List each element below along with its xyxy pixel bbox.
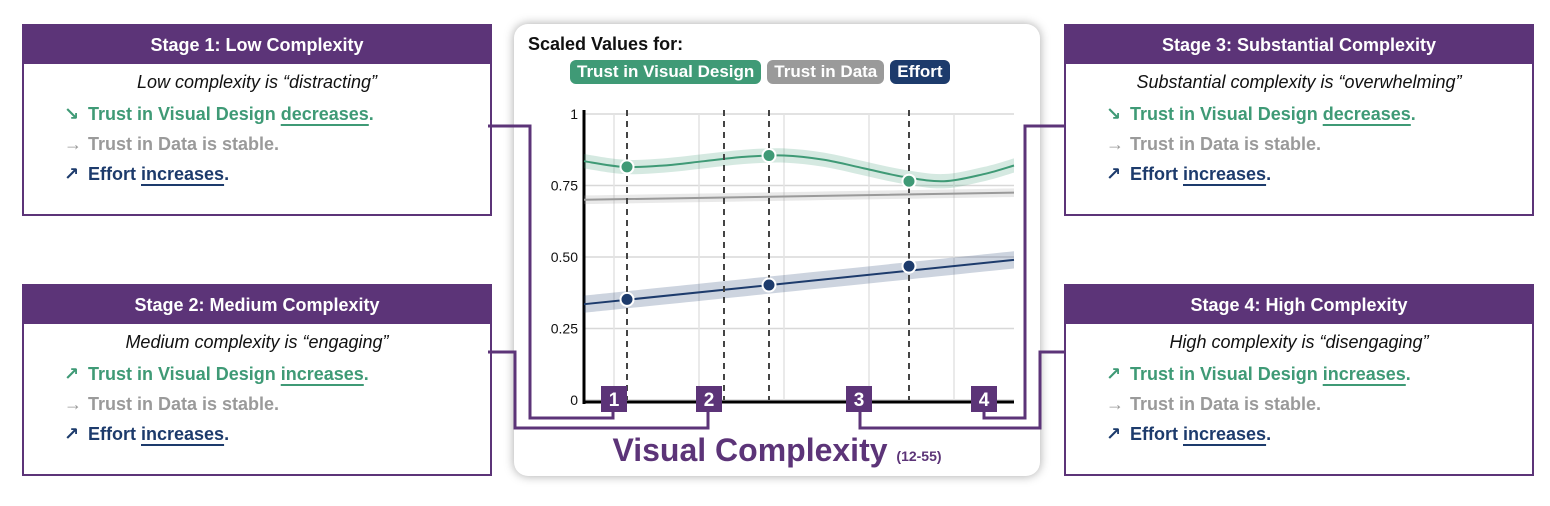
complexity-chart: 0 0.25 0.50 0.75 1 1 2 3 4	[551, 106, 1015, 412]
line-text: Trust in Visual Design	[88, 364, 281, 384]
line-text: Trust in Visual Design	[1130, 364, 1323, 384]
trend-arrow-icon: →	[64, 394, 82, 414]
stage-3-effort-point	[761, 277, 777, 293]
stage-4-badge-label: 4	[979, 390, 990, 411]
stage-1-effort-point	[619, 291, 635, 307]
line-keyword: increases	[1183, 424, 1267, 444]
stage-2-badge-label: 2	[704, 390, 715, 411]
stage-3-title: Stage 3: Substantial Complexity	[1066, 26, 1532, 64]
line-text: Trust in Data is stable.	[88, 394, 280, 414]
trend-arrow-icon: →	[1106, 394, 1124, 414]
stage-1-line-1: ↘ Trust in Visual Design decreases.	[64, 99, 490, 129]
line-suffix: .	[1410, 104, 1416, 124]
line-suffix: .	[1405, 364, 1411, 384]
trend-arrow-icon: ↗	[1106, 364, 1122, 384]
line-keyword: increases	[280, 364, 364, 384]
line-suffix: .	[1266, 424, 1272, 444]
y-tick-label-1: 0.25	[551, 321, 578, 337]
stage-3-line-2: → Trust in Data is stable.	[1106, 129, 1532, 159]
line-keyword: increases	[141, 424, 225, 444]
x-axis-label: Visual Complexity	[612, 432, 888, 468]
trend-arrow-icon: →	[1106, 134, 1124, 154]
y-tick-label-4: 1	[570, 106, 578, 122]
line-text: Trust in Data is stable.	[1130, 134, 1322, 154]
stage-2-line-1: ↗ Trust in Visual Design increases.	[64, 359, 490, 389]
line-keyword: decreases	[280, 104, 369, 124]
legend-chip-3: Effort	[890, 60, 950, 84]
stage-3-design-point	[761, 147, 777, 163]
stage-2-panel: Stage 2: Medium Complexity Medium comple…	[22, 284, 492, 476]
y-tick-label-3: 0.75	[551, 178, 578, 194]
legend-chip-2: Trust in Data	[767, 60, 885, 84]
stage-1-line-3: ↗ Effort increases.	[64, 159, 490, 189]
line-suffix: .	[224, 164, 230, 184]
stage-2-line-3: ↗ Effort increases.	[64, 419, 490, 449]
line-suffix: .	[363, 364, 369, 384]
line-suffix: .	[224, 424, 230, 444]
stage-4-line-2: → Trust in Data is stable.	[1106, 389, 1532, 419]
stage-1-line-2: → Trust in Data is stable.	[64, 129, 490, 159]
stage-1-quote: Low complexity is “distracting”	[136, 72, 378, 92]
line-text: Trust in Data is stable.	[1130, 394, 1322, 414]
line-text: Effort	[1130, 424, 1183, 444]
x-axis-title: Visual Complexity (12-55)	[514, 432, 1040, 469]
stage-4-panel: Stage 4: High Complexity High complexity…	[1064, 284, 1534, 476]
trend-arrow-icon: →	[64, 134, 82, 154]
line-keyword: increases	[1322, 364, 1406, 384]
stage-1-title: Stage 1: Low Complexity	[24, 26, 490, 64]
series-2-line	[583, 191, 1015, 201]
y-tick-label-0: 0	[570, 392, 578, 408]
stage-3-line-1: ↘ Trust in Visual Design decreases.	[1106, 99, 1532, 129]
trend-arrow-icon: ↘	[64, 104, 80, 124]
stage-3-panel: Stage 3: Substantial Complexity Substant…	[1064, 24, 1534, 216]
trend-arrow-icon: ↗	[64, 424, 80, 444]
stage-4-title: Stage 4: High Complexity	[1066, 286, 1532, 324]
line-keyword: increases	[141, 164, 225, 184]
trend-arrow-icon: ↘	[1106, 104, 1122, 124]
stage-4-line-1: ↗ Trust in Visual Design increases.	[1106, 359, 1532, 389]
stage-3-line-3: ↗ Effort increases.	[1106, 159, 1532, 189]
stage-2-title: Stage 2: Medium Complexity	[24, 286, 490, 324]
legend: Trust in Visual Design Trust in Data Effor…	[570, 60, 950, 84]
trend-arrow-icon: ↗	[1106, 164, 1122, 184]
stage-3-badge-label: 3	[854, 390, 865, 411]
stage-1-badge-label: 1	[609, 390, 620, 411]
line-text: Effort	[88, 424, 141, 444]
trend-arrow-icon: ↗	[64, 164, 80, 184]
stage-2-quote: Medium complexity is “engaging”	[125, 332, 389, 352]
trend-arrow-icon: ↗	[1106, 424, 1122, 444]
stage-4-effort-point	[901, 258, 917, 274]
line-keyword: decreases	[1322, 104, 1411, 124]
stage-2-line-2: → Trust in Data is stable.	[64, 389, 490, 419]
line-suffix: .	[1266, 164, 1272, 184]
line-text: Trust in Visual Design	[88, 104, 281, 124]
line-keyword: increases	[1183, 164, 1267, 184]
line-suffix: .	[368, 104, 374, 124]
chart-card-title: Scaled Values for:	[528, 34, 684, 54]
stage-4-design-point	[901, 173, 917, 189]
stage-4-body: High complexity is “disengaging” ↗ Trust …	[1066, 324, 1532, 449]
series-3-line	[583, 258, 1015, 306]
series-1-line	[583, 154, 1015, 183]
stage-1-panel: Stage 1: Low Complexity Low complexity i…	[22, 24, 492, 216]
stage-1-design-point	[619, 159, 635, 175]
line-text: Trust in Data is stable.	[88, 134, 280, 154]
stage-1-body: Low complexity is “distracting” ↘ Trust i…	[24, 64, 490, 189]
stage-4-quote: High complexity is “disengaging”	[1169, 332, 1429, 352]
line-text: Effort	[1130, 164, 1183, 184]
trend-arrow-icon: ↗	[64, 364, 80, 384]
stage-2-body: Medium complexity is “engaging” ↗ Trust i…	[24, 324, 490, 449]
line-text: Effort	[88, 164, 141, 184]
legend-chip-1: Trust in Visual Design	[570, 60, 762, 84]
stage-4-line-3: ↗ Effort increases.	[1106, 419, 1532, 449]
y-tick-label-2: 0.50	[551, 249, 578, 265]
series-1-band	[584, 148, 1014, 189]
stage-3-quote: Substantial complexity is “overwhelming”	[1136, 72, 1462, 92]
x-axis-range: (12-55)	[896, 448, 942, 464]
chart-card: 0 0.25 0.50 0.75 1 1 2 3 4 Scaled Values for: Tr…	[514, 24, 1040, 476]
stage-3-body: Substantial complexity is “overwhelming”…	[1066, 64, 1532, 189]
line-text: Trust in Visual Design	[1130, 104, 1323, 124]
